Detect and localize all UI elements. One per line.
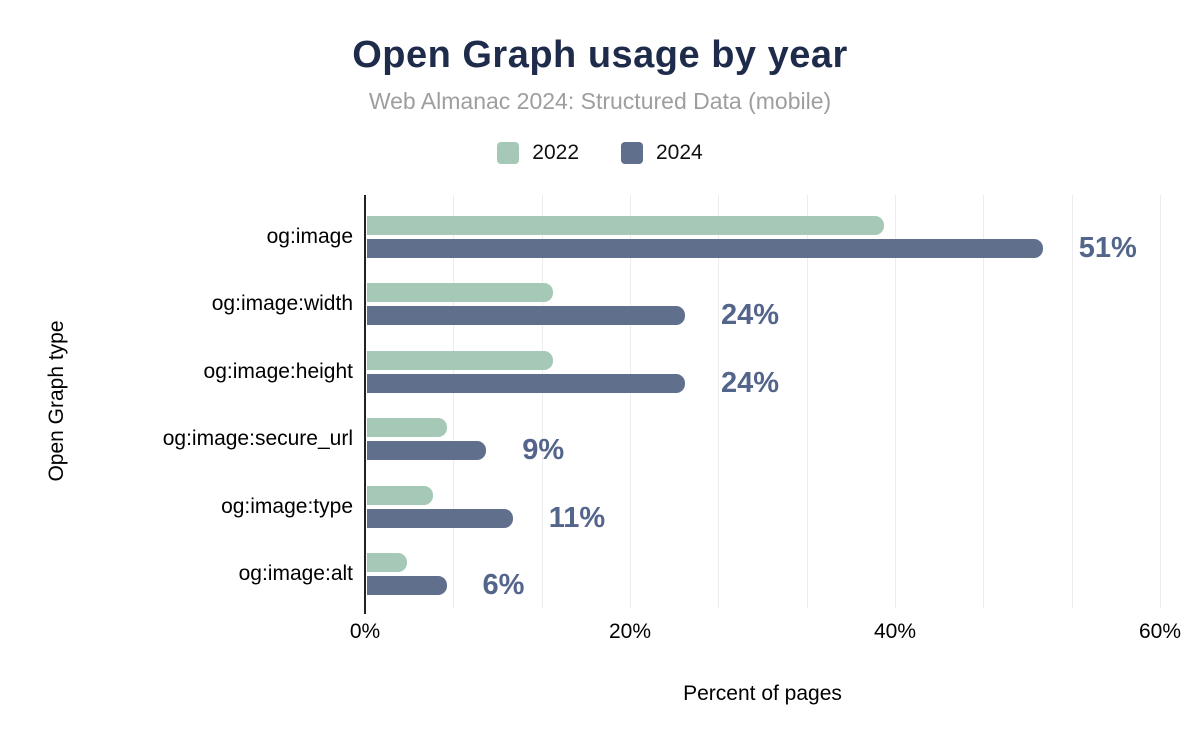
x-axis-title: Percent of pages xyxy=(683,682,842,705)
bar-2022-og:image:secure_url xyxy=(367,418,447,438)
gridline xyxy=(718,195,720,608)
legend-item-2024: 2024 xyxy=(621,141,703,165)
x-tick-label: 40% xyxy=(873,620,917,643)
category-label: og:image:secure_url xyxy=(162,427,353,451)
value-label: 51% xyxy=(1078,231,1137,264)
bar-rows-group: og:image 51% og:image:width 24% og:image:hei… xyxy=(163,203,1162,609)
bar-row: og:image:height 24% xyxy=(204,338,1162,406)
gridline xyxy=(630,195,631,608)
gridline xyxy=(1071,195,1073,608)
bar-row: og:image:alt 6% xyxy=(239,541,1162,609)
gridline xyxy=(453,195,455,608)
legend-item-2022: 2022 xyxy=(497,141,579,165)
category-label: og:image:alt xyxy=(238,562,353,586)
bar-2022-og:image:width xyxy=(367,283,553,303)
value-label: 9% xyxy=(522,434,565,467)
category-label: og:image:type xyxy=(221,494,353,518)
x-tick-label: 60% xyxy=(1138,620,1182,643)
bar-2024-og:image xyxy=(367,238,1043,258)
legend-swatch-icon xyxy=(621,142,643,164)
y-axis-title: Open Graph type xyxy=(45,320,68,482)
legend: 2022 2024 xyxy=(0,141,1200,165)
gridline xyxy=(541,195,543,608)
chart-subtitle: Web Almanac 2024: Structured Data (mobil… xyxy=(368,88,832,114)
gridline xyxy=(983,195,985,608)
category-label: og:image:width xyxy=(211,292,353,316)
legend-swatch-icon xyxy=(497,142,520,164)
bar-2022-og:image:height xyxy=(367,350,553,370)
category-label: og:image xyxy=(266,224,353,248)
legend-label: 2022 xyxy=(532,141,579,164)
value-label: 6% xyxy=(482,569,525,602)
bar-row: og:image 51% xyxy=(267,203,1162,271)
plot-area: og:image 51% og:image:width 24% og:image:hei… xyxy=(163,195,1181,705)
chart-title: Open Graph usage by year xyxy=(352,34,848,76)
value-label: 11% xyxy=(548,501,606,534)
bar-2024-og:image:alt xyxy=(367,576,447,596)
legend-label: 2024 xyxy=(656,141,703,164)
category-label: og:image:height xyxy=(203,359,353,383)
bar-2024-og:image:width xyxy=(367,306,685,326)
bar-2024-og:image:type xyxy=(367,508,513,528)
bar-row: og:image:secure_url 9% xyxy=(163,406,1162,474)
gridline xyxy=(1160,195,1161,608)
bar-2022-og:image xyxy=(367,215,884,235)
bar-2022-og:image:alt xyxy=(367,553,407,573)
bar-2022-og:image:type xyxy=(367,485,434,505)
x-tick-label: 0% xyxy=(349,620,381,643)
x-tick-label: 20% xyxy=(608,620,652,643)
bar-row: og:image:type 11% xyxy=(221,473,1162,541)
gridline xyxy=(895,195,896,608)
gridline xyxy=(806,195,808,608)
bar-2024-og:image:secure_url xyxy=(367,441,487,461)
bar-2024-og:image:height xyxy=(367,373,685,393)
value-label: 24% xyxy=(721,366,780,399)
y-axis-line xyxy=(364,195,366,614)
value-label: 24% xyxy=(721,299,780,332)
bar-row: og:image:width 24% xyxy=(212,271,1162,339)
